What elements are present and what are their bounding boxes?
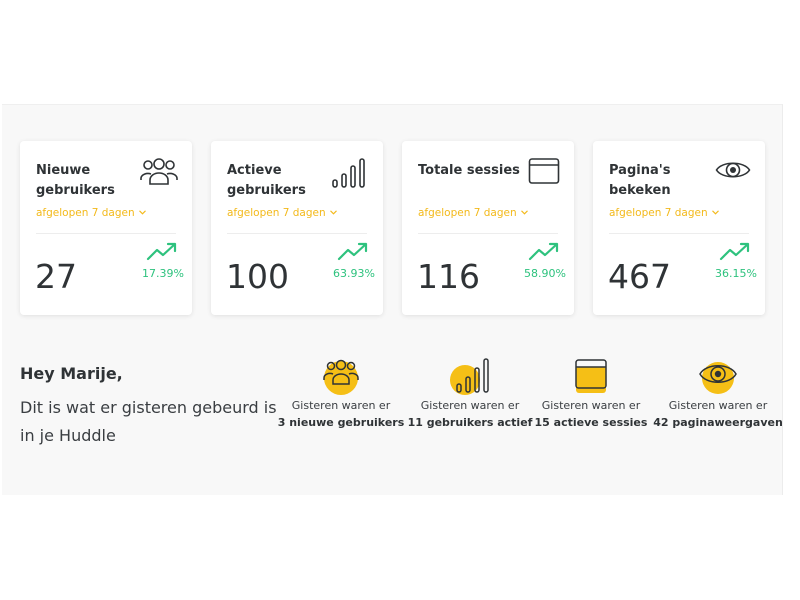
- chevron-down-icon: [138, 210, 146, 215]
- stat-change: 36.15%: [715, 267, 757, 280]
- stat-highlight: 15 actieve sessies: [534, 416, 648, 429]
- stat-card-active-users: Actieve gebruikers afgelopen 7 dagen 100…: [211, 141, 383, 315]
- stat-card-new-users: Nieuwe gebruikers afgelopen 7 dagen 27 1…: [20, 141, 192, 315]
- stat-value: 100: [226, 257, 289, 296]
- period-dropdown[interactable]: afgelopen 7 dagen: [418, 207, 528, 219]
- period-dropdown[interactable]: afgelopen 7 dagen: [227, 207, 337, 219]
- users-icon: [140, 158, 178, 185]
- stat-caption: Gisteren waren er: [420, 399, 520, 412]
- divider: [227, 233, 367, 234]
- trend-up-icon: [146, 242, 177, 261]
- divider: [418, 233, 558, 234]
- eye-icon: [699, 362, 737, 394]
- divider: [609, 233, 749, 234]
- trend-up-icon: [719, 242, 750, 261]
- signal-bars-icon: [332, 158, 365, 188]
- yesterday-active-users: Gisteren waren er 11 gebruikers actief: [400, 356, 540, 429]
- eye-icon: [715, 162, 751, 178]
- signal-bars-icon: [450, 358, 489, 395]
- browser-window-icon: [575, 359, 607, 393]
- greeting-text: Dit is wat er gisteren gebeurd is in je …: [20, 398, 277, 445]
- trend-up-icon: [528, 242, 559, 261]
- users-icon: [323, 359, 359, 395]
- stat-change: 63.93%: [333, 267, 375, 280]
- divider: [36, 233, 176, 234]
- yesterday-page-views: Gisteren waren er 42 paginaweergaven: [648, 356, 788, 429]
- chevron-down-icon: [329, 210, 337, 215]
- stat-card-total-sessions: Totale sessies afgelopen 7 dagen 116 58.…: [402, 141, 574, 315]
- card-title: Totale sessies: [418, 163, 520, 178]
- stat-value: 467: [608, 257, 671, 296]
- period-dropdown[interactable]: afgelopen 7 dagen: [36, 207, 146, 219]
- stat-highlight: 11 gebruikers actief: [407, 416, 533, 429]
- card-title: Actieve gebruikers: [227, 163, 306, 198]
- stat-value: 116: [417, 257, 480, 296]
- stat-highlight: 42 paginaweergaven: [653, 416, 783, 429]
- card-title: Pagina's bekeken: [609, 163, 671, 198]
- chevron-down-icon: [520, 210, 528, 215]
- stat-change: 58.90%: [524, 267, 566, 280]
- stat-caption: Gisteren waren er: [291, 399, 391, 412]
- stat-value: 27: [35, 257, 77, 296]
- stat-change: 17.39%: [142, 267, 184, 280]
- stat-caption: Gisteren waren er: [668, 399, 768, 412]
- trend-up-icon: [337, 242, 368, 261]
- period-dropdown[interactable]: afgelopen 7 dagen: [609, 207, 719, 219]
- chevron-down-icon: [711, 210, 719, 215]
- stat-card-page-views: Pagina's bekeken afgelopen 7 dagen 467 3…: [593, 141, 765, 315]
- stat-highlight: 3 nieuwe gebruikers: [277, 416, 405, 429]
- stat-caption: Gisteren waren er: [541, 399, 641, 412]
- greeting-title: Hey Marije,: [20, 364, 123, 383]
- card-title: Nieuwe gebruikers: [36, 163, 115, 198]
- yesterday-new-users: Gisteren waren er 3 nieuwe gebruikers: [271, 356, 411, 429]
- browser-window-icon: [528, 158, 560, 184]
- yesterday-active-sessions: Gisteren waren er 15 actieve sessies: [521, 356, 661, 429]
